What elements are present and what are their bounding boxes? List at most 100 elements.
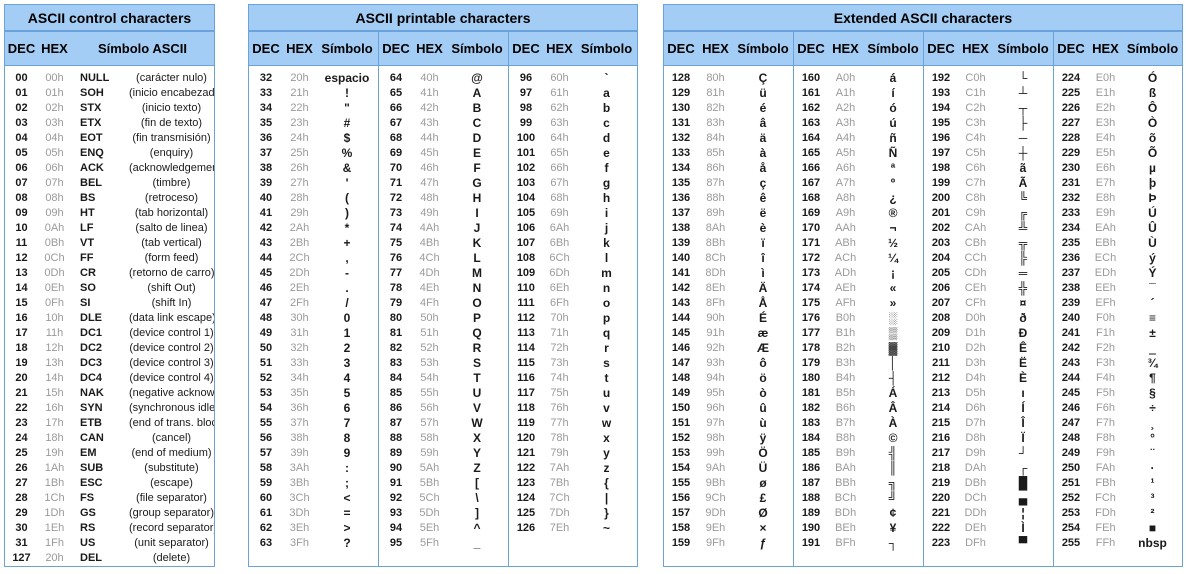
hex-cell: 31h — [290, 327, 309, 339]
dec-cell: 191 — [801, 537, 821, 549]
hex-cell: 8Eh — [705, 282, 726, 294]
dec-cell: 73 — [389, 207, 403, 219]
symbol-cell: e — [603, 146, 610, 160]
dec-cell: 238 — [1061, 282, 1081, 294]
dec-cell: 17 — [15, 327, 28, 339]
simbolo-ascii-header: Símbolo ASCII — [97, 41, 188, 56]
dec-cell: 07 — [15, 177, 28, 189]
symbol-cell: ² — [1150, 506, 1155, 520]
dec-cell: 120 — [516, 432, 536, 444]
description-cell: (device control 4) — [129, 372, 214, 384]
table-row: 196 C4h ─ — [924, 131, 1053, 146]
dec-cell: 15 — [15, 297, 28, 309]
table-row: 252 FCh ³ — [1054, 491, 1182, 506]
dec-header: DEC — [512, 41, 540, 56]
symbol-cell: ö — [759, 371, 767, 385]
dec-cell: 85 — [389, 387, 403, 399]
dec-cell: 181 — [801, 387, 821, 399]
hex-cell: A3h — [835, 117, 856, 129]
table-row: 47 2Fh / — [249, 296, 378, 311]
symbol-cell: / — [345, 296, 349, 310]
table-row: 190 BEh ¥ — [794, 521, 923, 536]
hex-cell: 84h — [706, 132, 725, 144]
symbol-cell: ã — [1019, 161, 1027, 175]
dec-cell: 19 — [15, 357, 28, 369]
dec-cell: 105 — [516, 207, 536, 219]
dec-cell: 38 — [259, 162, 273, 174]
table-row: 33 21h! — [249, 86, 378, 101]
hex-cell: C6h — [965, 162, 986, 174]
dec-cell: 188 — [801, 492, 821, 504]
table-row: 51 33h 3 — [249, 356, 378, 371]
table-row: 74 4Ah J — [379, 221, 508, 236]
table-row: 93 5Dh] — [379, 506, 508, 521]
dec-cell: 50 — [259, 342, 273, 354]
symbol-cell: ¥ — [889, 521, 897, 535]
hex-cell: E3h — [1095, 117, 1116, 129]
table-row: 238 EEh ¯ — [1054, 281, 1182, 296]
name-cell: ESC — [80, 477, 103, 489]
dec-cell: 08 — [15, 192, 28, 204]
dec-cell: 239 — [1061, 297, 1081, 309]
table-row: 67 43h C — [379, 116, 508, 131]
symbol-cell: ÷ — [1149, 401, 1156, 415]
symbol-cell: ╩ — [1018, 221, 1028, 235]
extended-header-row: DEC HEX Símbolo — [664, 32, 793, 66]
symbol-cell: % — [341, 146, 353, 160]
table-row: 242 F2h ‗ — [1054, 341, 1182, 356]
table-row: 231 E7h þ — [1054, 176, 1182, 191]
table-row: 53 35h 5 — [249, 386, 378, 401]
table-row: 228 E4h õ — [1054, 131, 1182, 146]
dec-cell: 231 — [1061, 177, 1081, 189]
symbol-cell: ³ — [1150, 491, 1155, 505]
table-row: 251 FBh ¹ — [1054, 476, 1182, 491]
hex-cell: C1h — [965, 87, 986, 99]
table-row: 98 62h b — [509, 101, 637, 116]
symbol-cell: @ — [471, 71, 483, 85]
dec-cell: 45 — [259, 267, 273, 279]
symbol-cell: ô — [759, 356, 767, 370]
table-row: 164 A4h ñ — [794, 131, 923, 146]
table-row: 153 99h Ö — [664, 446, 793, 461]
dec-cell: 137 — [671, 207, 691, 219]
dec-header: DEC — [382, 41, 410, 56]
hex-cell: 96h — [706, 402, 725, 414]
hex-cell: 21h — [290, 87, 309, 99]
symbol-cell: þ — [1148, 176, 1157, 190]
symbol-cell: ñ — [889, 131, 897, 145]
name-cell: SI — [80, 297, 91, 309]
symbol-cell: o — [602, 296, 611, 310]
dec-cell: 64 — [389, 72, 403, 84]
symbol-cell: x — [603, 431, 610, 445]
table-row: 151 97h ù — [664, 416, 793, 431]
table-row: 131 83h â — [664, 116, 793, 131]
table-row: 143 8Fh Å — [664, 296, 793, 311]
description-cell: (device control 1) — [129, 327, 214, 339]
simbolo-header: Símbolo — [867, 41, 919, 56]
table-row: 188 BCh ╝ — [794, 491, 923, 506]
hex-cell: C5h — [965, 147, 986, 159]
table-row: 105 69h i — [509, 206, 637, 221]
hex-cell: D1h — [965, 327, 986, 339]
description-cell: (inicio encabezado) — [129, 87, 214, 99]
hex-cell: CEh — [964, 282, 987, 294]
symbol-cell: ╗ — [888, 476, 898, 490]
dec-cell: 125 — [516, 507, 536, 519]
description-cell: (end of trans. block) — [129, 417, 214, 429]
table-row: 11 0Bh VT (tab vertical) — [5, 236, 214, 251]
table-row: 243 F3h ¾ — [1054, 356, 1182, 371]
hex-cell: 77h — [550, 417, 569, 429]
dec-cell: 225 — [1061, 87, 1081, 99]
symbol-cell: Z — [473, 461, 481, 475]
symbol-cell: ▀ — [1018, 536, 1028, 550]
table-row: 233 E9h Ú — [1054, 206, 1182, 221]
description-cell: (shift Out) — [147, 282, 196, 294]
table-row: 237 EDh Ý — [1054, 266, 1182, 281]
table-row: 160 A0h á — [794, 71, 923, 86]
hex-cell: 5Fh — [420, 537, 439, 549]
table-row: 150 96h û — [664, 401, 793, 416]
hex-cell: 04h — [45, 132, 64, 144]
dec-cell: 154 — [671, 462, 691, 474]
hex-cell: 1Fh — [45, 537, 64, 549]
table-row: 148 94h ö — [664, 371, 793, 386]
